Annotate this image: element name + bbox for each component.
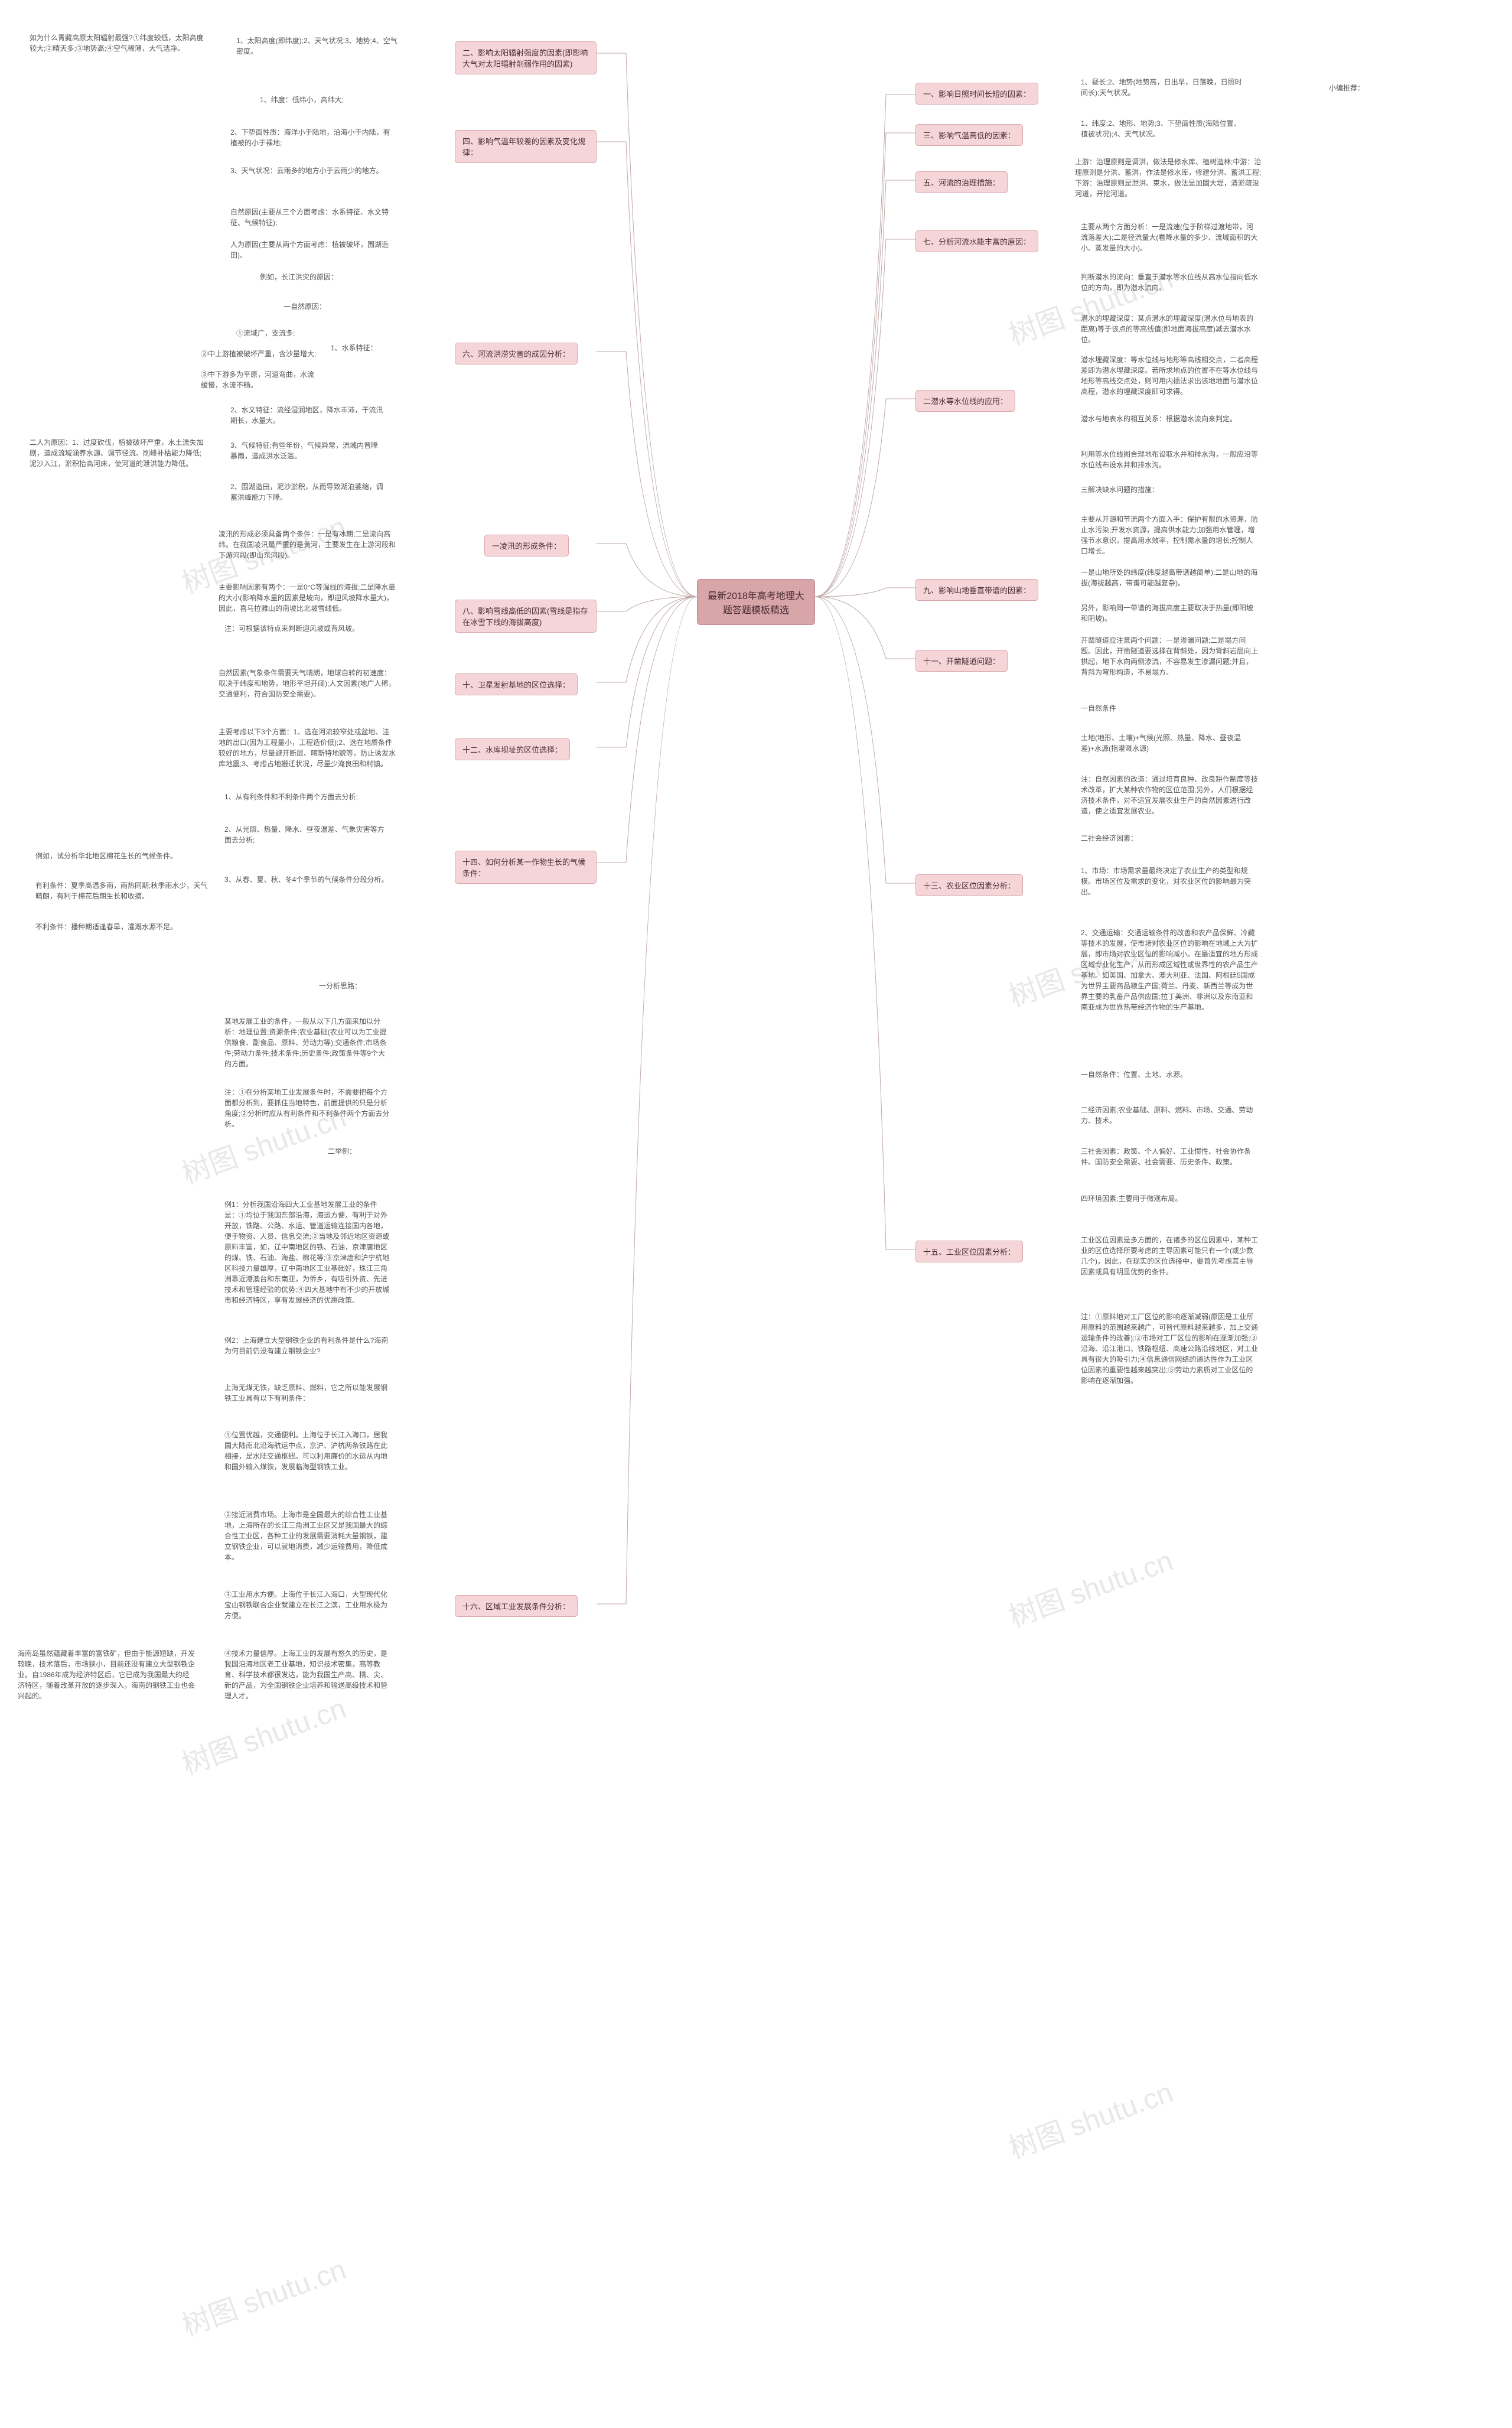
branch-r5[interactable]: 五、河流的治理措施：: [915, 171, 1008, 193]
branch-l14[interactable]: 十四、如何分析某一作物生长的气候条件：: [455, 851, 597, 884]
watermark: 树图 shutu.cn: [175, 2246, 351, 2344]
center-node[interactable]: 最新2018年高考地理大题答题模板精选: [697, 579, 815, 625]
watermark: 树图 shutu.cn: [1002, 1537, 1178, 1635]
leaf: 小编推荐：: [1329, 83, 1364, 93]
leaf: 判断潜水的流向：垂直于潜水等水位线从高水位指向低水位的方向，即为潜水流向。: [1081, 272, 1258, 293]
leaf: 一自然条件：位置、土地、水源。: [1081, 1069, 1187, 1080]
leaf: 自然因素(气象条件需要天气晴朗，地球自转的初速度：取决于纬度和地势，地形平坦开阔…: [219, 668, 396, 699]
leaf: 注：①原料地对工厂区位的影响逐渐减弱(原因是工业所用原料的范围越来越广，可替代原…: [1081, 1311, 1258, 1386]
leaf: 3、天气状况：云雨多的地方小于云雨少的地方。: [230, 165, 383, 176]
leaf: 主要从两个方面分析：一是流速(位于阶梯过渡地带，河流落差大);二是径流量大(看降…: [1081, 222, 1258, 253]
center-title: 最新2018年高考地理大题答题模板精选: [708, 591, 804, 616]
branch-r13[interactable]: 十三、农业区位因素分析：: [915, 874, 1023, 896]
leaf: 注：①在分析某地工业发展条件时，不需要把每个方面都分析到，要抓住当地特色，前面提…: [224, 1087, 390, 1130]
leaf: 一分析思路：: [319, 981, 361, 991]
leaf: 3、气候特征;有些年份，气候异常，流域内普降暴雨，造成洪水泛滥。: [230, 440, 384, 461]
leaf: 例如，试分析华北地区棉花生长的气候条件。: [35, 851, 177, 861]
leaf: 四环境因素;主要用于微观布局。: [1081, 1193, 1182, 1204]
leaf: 3、从春、夏、秋、冬4个季节的气候条件分段分析。: [224, 874, 388, 885]
leaf: 上海无煤无铁，缺乏原料、燃料，它之所以能发展钢铁工业具有以下有利条件：: [224, 1382, 390, 1404]
branch-l2[interactable]: 二、影响太阳辐射强度的因素(即影响大气对太阳辐射削弱作用的因素): [455, 41, 597, 74]
leaf: 二社会经济因素：: [1081, 833, 1138, 844]
branch-l10[interactable]: 十、卫星发射基地的区位选择：: [455, 673, 578, 695]
leaf: 例2：上海建立大型钢铁企业的有利条件是什么?海南为何目前仍没有建立钢铁企业?: [224, 1335, 390, 1356]
leaf: ④技术力量信厚。上海工业的发展有悠久的历史，是我国沿海地区老工业基地，知识技术密…: [224, 1648, 390, 1701]
leaf: 工业区位因素是多方面的，在诸多的区位因素中，某种工业的区位选择所要考虑的主导因素…: [1081, 1235, 1258, 1277]
branch-r9[interactable]: 九、影响山地垂直带谱的因素：: [915, 579, 1038, 601]
leaf: 主要考虑以下3个方面：1、选在河流较窄处或盆地、洼地的出口(因为工程量小，工程造…: [219, 727, 396, 769]
leaf: ③中下游多为平原，河道弯曲，水流缓慢，水流不畅。: [201, 369, 319, 390]
leaf: ②中上游植被破坏严重，含沙量增大;: [201, 349, 316, 359]
leaf: 一自然原因：: [284, 301, 326, 312]
leaf: 凌汛的形成必须具备两个条件：一是有冰期;二是流向高纬。在我国凌汛最严重的是黄河，…: [219, 529, 396, 561]
leaf: ①位置优越，交通便利。上海位于长江入海口，居我国大陆南北沿海航运中点，京沪、沪杭…: [224, 1430, 390, 1472]
branch-r15[interactable]: 十五、工业区位因素分析：: [915, 1241, 1023, 1262]
leaf: 1、从有利条件和不利条件两个方面去分析;: [224, 792, 358, 802]
leaf: 如为什么青藏高原太阳辐射最强?①纬度较低，太阳高度较大;②晴天多;③地势高;④空…: [30, 32, 207, 54]
branch-r2a[interactable]: 二潜水等水位线的应用：: [915, 390, 1015, 412]
leaf: 人为原因(主要从两个方面考虑：植被破坏，围湖造田)。: [230, 239, 396, 261]
branch-l6[interactable]: 六、河流洪涝灾害的成因分析：: [455, 343, 578, 364]
branch-l8[interactable]: 八、影响雪线高低的因素(雪线是指存在冰雪下线的海拔高度): [455, 600, 597, 633]
watermark: 树图 shutu.cn: [1002, 2069, 1178, 2166]
leaf: 1、太阳高度(即纬度);2、天气状况;3、地势;4、空气密度。: [236, 35, 402, 57]
leaf: 1、纬度：低纬小，高纬大;: [260, 95, 344, 105]
leaf: ②接近消费市场。上海市是全国最大的综合性工业基地，上海所在的长江三角洲工业区又是…: [224, 1509, 390, 1563]
leaf: 不利条件：播种期适逢春旱，灌溉水源不足。: [35, 922, 177, 932]
branch-r3[interactable]: 三、影响气温高低的因素：: [915, 124, 1023, 146]
branch-l12[interactable]: 十二、水库坝址的区位选择：: [455, 738, 570, 760]
leaf: 开凿隧道应注意两个问题：一是渗漏问题;二是塌方问题。因此，开凿隧道要选择在背斜处…: [1081, 635, 1258, 678]
leaf: 例如，长江洪灾的原因：: [260, 272, 338, 282]
branch-l16[interactable]: 十六、区域工业发展条件分析：: [455, 1595, 578, 1617]
leaf: 1、水系特征：: [331, 343, 377, 353]
leaf: 一自然条件: [1081, 703, 1116, 714]
leaf: 土地(地形、土壤)+气候(光照、热量、降水、昼夜温差)+水源(指灌溉水源): [1081, 733, 1258, 754]
leaf: 自然原因(主要从三个方面考虑：水系特征、水文特征、气候特征);: [230, 207, 396, 228]
leaf: 1、市场：市场需求量最终决定了农业生产的类型和规模。市场区位及需求的变化，对农业…: [1081, 865, 1258, 897]
leaf: 二人为原因：1、过度砍伐，植被破坏严重，水土流失加剧，造成流域涵养水源、调节径流…: [30, 437, 207, 469]
leaf: 二经济因素;农业基础、原料、燃料、市场、交通、劳动力、技术。: [1081, 1105, 1258, 1126]
leaf: 注：自然因素的改造：通过培育良种、改良耕作制度等技术改革，扩大某种农作物的区位范…: [1081, 774, 1258, 816]
leaf: 主要影响因素有两个：一是0°C等温线的海拔;二是降水量的大小(影响降水量的因素是…: [219, 582, 396, 614]
branch-r1[interactable]: 一、影响日照时间长短的因素：: [915, 83, 1038, 105]
branch-l4[interactable]: 四、影响气温年较差的因素及变化规律：: [455, 130, 597, 163]
leaf: 一是山地所处的纬度(纬度越高带谱越简单);二是山地的海拔(海拔越高，带谱可能越复…: [1081, 567, 1258, 588]
leaf: 2、从光照、热量、降水、昼夜温差、气象灾害等方面去分析;: [224, 824, 390, 845]
leaf: 注：可根据该特点来判断迎风坡或背风坡。: [224, 623, 359, 634]
leaf: 2、水文特征：流经湿润地区，降水丰沛，干流汛期长，水量大。: [230, 405, 384, 426]
leaf: 2、下垫面性质：海洋小于陆地，沿海小于内陆，有植被的小于裸地;: [230, 127, 396, 148]
leaf: 三社会因素：政策、个人偏好、工业惯性、社会协作条件、国防安全需要、社会需要、历史…: [1081, 1146, 1258, 1167]
leaf: 1、纬度;2、地形、地势;3、下垫面性质(海陆位置、植被状况);4、天气状况。: [1081, 118, 1246, 139]
leaf: 潜水与地表水的相互关系：根据潜水流向来判定。: [1081, 414, 1237, 424]
leaf: ①流域广，支流多;: [236, 328, 295, 339]
leaf: 主要从开源和节流两个方面入手：保护有限的水资源，防止水污染;开发水资源，提高供水…: [1081, 514, 1258, 556]
leaf: 某地发展工业的条件，一般从以下几方面来加以分析：地理位置;资源条件;农业基础(农…: [224, 1016, 390, 1069]
branch-r11[interactable]: 十一、开凿隧道问题：: [915, 650, 1008, 672]
leaf: 2、交通运输：交通运输条件的改善和农产品保鲜、冷藏等技术的发展，使市场对农业区位…: [1081, 927, 1258, 1013]
leaf: 2、围湖造田，泥沙淤积，从而导致湖泊萎缩，调蓄洪峰能力下降。: [230, 481, 384, 503]
branch-r7[interactable]: 七、分析河流水能丰富的原因：: [915, 230, 1038, 252]
leaf: 潜水的埋藏深度：某点潜水的埋藏深度(潜水位与地表的距离)等于该点的等高线值(即地…: [1081, 313, 1258, 345]
leaf: 二举例：: [328, 1146, 356, 1157]
leaf: 1、昼长;2、地势(地势高，日出早，日落晚，日照时间长);天气状况。: [1081, 77, 1246, 98]
leaf: 有利条件：夏季高温多雨，雨热同期;秋季雨水少，天气晴朗，有利于棉花后期生长和收摘…: [35, 880, 213, 901]
leaf: ③工业用水方便。上海位于长江入海口，大型现代化宝山钢铁联合企业就建立在长江之滨，…: [224, 1589, 390, 1621]
leaf: 例1：分析我国沿海四大工业基地发展工业的条件是：①均位于我国东部沿海，海运方便，…: [224, 1199, 390, 1306]
leaf: 利用等水位线图合理地布设取水井和排水沟，一般应沿等水位线布设水井和排水沟。: [1081, 449, 1258, 470]
leaf: 海南岛虽然蕴藏着丰富的富铁矿，但由于能源短缺，开发较晚，技术落后，市场狭小，目前…: [18, 1648, 195, 1701]
leaf: 潜水埋藏深度：等水位线与地形等高线相交点，二者高程差即为潜水埋藏深度。若所求地点…: [1081, 354, 1258, 397]
branch-l1b[interactable]: 一凌汛的形成条件：: [484, 535, 569, 556]
leaf: 上游：治理原则是调洪，做法是修水库、植树造林;中游：治理原则是分洪、蓄洪，作法是…: [1075, 157, 1264, 199]
leaf: 另外，影响同一带谱的海拔高度主要取决于热量(即阳坡和阴坡)。: [1081, 603, 1258, 624]
leaf: 三解决缺水问题的措施：: [1081, 484, 1159, 495]
